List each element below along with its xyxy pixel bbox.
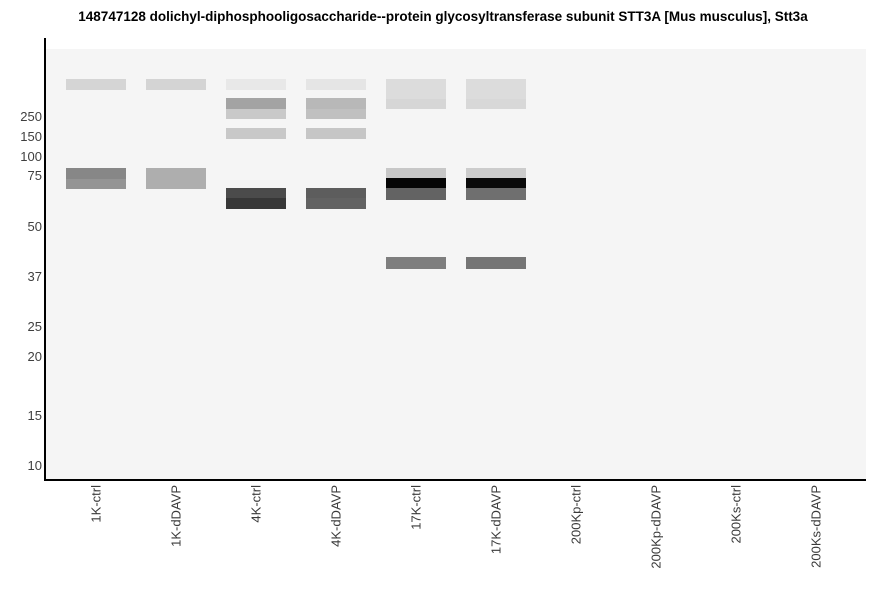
x-axis-lane-label: 4K-dDAVP xyxy=(328,485,344,547)
gel-band xyxy=(466,178,526,188)
gel-band xyxy=(66,79,126,90)
gel-band xyxy=(386,168,446,178)
y-axis-tick-label: 37 xyxy=(27,269,42,284)
gel-band xyxy=(466,188,526,200)
y-axis-tick-label: 75 xyxy=(27,168,42,183)
x-axis-lane-label: 200Ks-dDAVP xyxy=(808,485,824,568)
x-axis-lane-label: 17K-ctrl xyxy=(408,485,424,530)
gel-band xyxy=(466,79,526,99)
gel-band xyxy=(306,128,366,139)
gel-band xyxy=(146,168,206,189)
gel-band xyxy=(306,188,366,198)
figure-title: 148747128 dolichyl-diphosphooligosacchar… xyxy=(78,9,808,24)
gel-band xyxy=(306,198,366,209)
x-axis-lane-label: 200Ks-ctrl xyxy=(728,485,744,544)
gel-band xyxy=(226,198,286,209)
x-axis-lane-label: 1K-dDAVP xyxy=(168,485,184,547)
gel-band xyxy=(386,79,446,99)
gel-band xyxy=(226,188,286,198)
x-axis-spine xyxy=(44,479,866,481)
gel-band xyxy=(466,168,526,178)
gel-band xyxy=(66,179,126,189)
y-axis-spine xyxy=(44,38,46,481)
gel-band xyxy=(386,188,446,200)
gel-band xyxy=(466,99,526,109)
y-axis-tick-label: 10 xyxy=(27,458,42,473)
y-axis-tick-label: 50 xyxy=(27,219,42,234)
gel-band xyxy=(306,79,366,90)
gel-band xyxy=(466,257,526,269)
plot-area xyxy=(46,49,866,479)
x-axis-lane-label: 4K-ctrl xyxy=(248,485,264,523)
gel-band xyxy=(226,79,286,90)
y-axis-tick-label: 150 xyxy=(20,129,42,144)
y-axis-tick-label: 250 xyxy=(20,109,42,124)
y-axis-tick-label: 20 xyxy=(27,349,42,364)
gel-band xyxy=(386,257,446,269)
gel-band xyxy=(386,178,446,188)
y-axis-tick-label: 100 xyxy=(20,149,42,164)
y-axis-tick-label: 25 xyxy=(27,319,42,334)
x-axis-lane-label: 1K-ctrl xyxy=(88,485,104,523)
gel-band xyxy=(306,109,366,119)
x-axis-lane-label: 17K-dDAVP xyxy=(488,485,504,555)
x-axis-lane-label: 200Kp-ctrl xyxy=(568,485,584,545)
gel-band xyxy=(146,79,206,90)
gel-band xyxy=(226,98,286,109)
gel-band xyxy=(226,109,286,119)
gel-band xyxy=(226,128,286,139)
y-axis-tick-label: 15 xyxy=(27,408,42,423)
gel-band xyxy=(66,168,126,179)
gel-band xyxy=(306,98,366,109)
x-axis-lane-label: 200Kp-dDAVP xyxy=(648,485,664,569)
gel-band xyxy=(386,99,446,109)
